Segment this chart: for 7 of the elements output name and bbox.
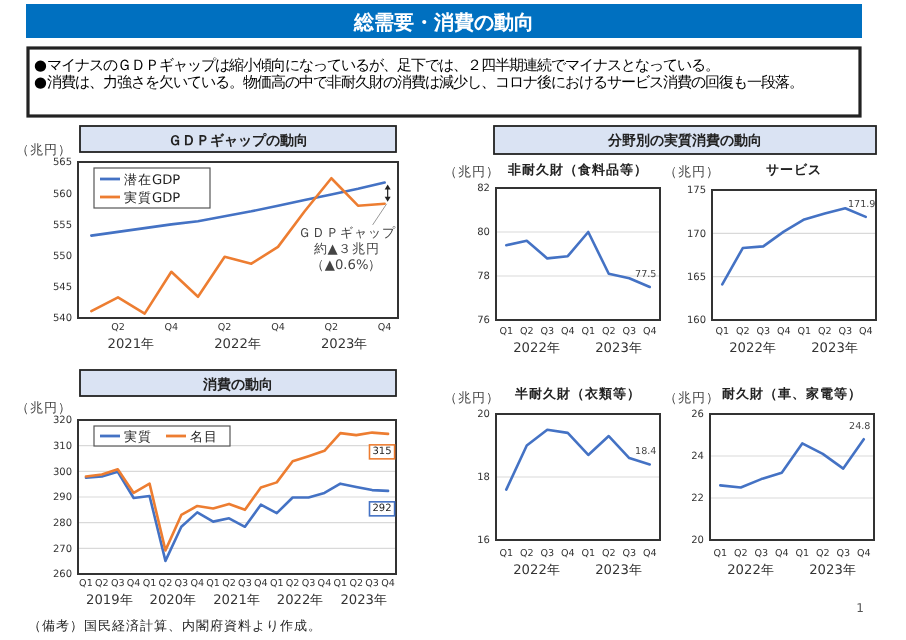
text: 総需要・消費の動向: [352, 11, 534, 35]
line-series: [504, 428, 652, 491]
line-series: [504, 230, 652, 289]
line-series: [720, 206, 868, 286]
line-series: [718, 437, 866, 489]
line-series: [84, 470, 390, 563]
line-series: [84, 431, 390, 552]
